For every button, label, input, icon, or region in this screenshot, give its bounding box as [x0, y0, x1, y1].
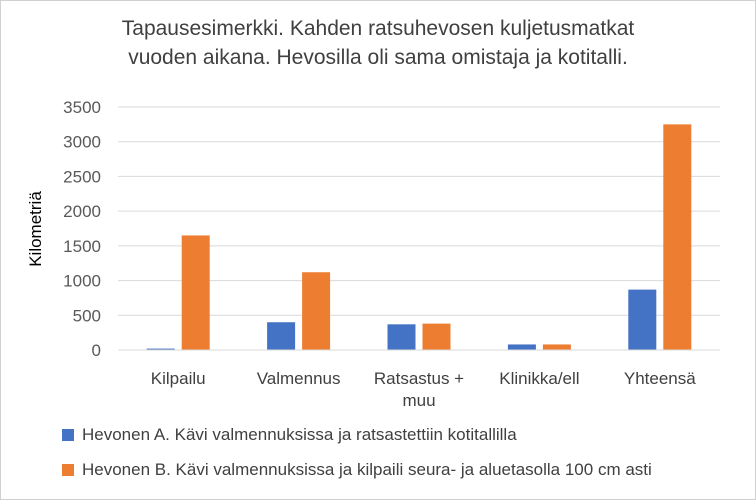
x-tick-label: Ratsastus + muu	[374, 369, 464, 410]
x-tick-label: Valmennus	[257, 369, 341, 388]
y-tick-label: 1500	[63, 237, 101, 256]
x-tick-label: Klinikka/ell	[499, 369, 579, 388]
y-tick-label: 500	[73, 306, 101, 325]
legend-label-series-b: Hevonen B. Kävi valmennuksissa ja kilpai…	[82, 460, 652, 479]
bar-series-a	[507, 344, 536, 350]
legend-item-series-b: Hevonen B. Kävi valmennuksissa ja kilpai…	[62, 459, 652, 481]
legend: Hevonen A. Kävi valmennuksissa ja ratsas…	[62, 424, 652, 494]
bar-series-b	[302, 272, 331, 350]
x-tick-label: Kilpailu	[151, 369, 206, 388]
y-tick-label: 1000	[63, 272, 101, 291]
legend-label-series-a: Hevonen A. Kävi valmennuksissa ja ratsas…	[82, 425, 517, 444]
bar-series-a	[628, 289, 657, 350]
bar-series-b	[663, 124, 692, 350]
x-tick-label: Yhteensä	[624, 369, 696, 388]
bar-series-b	[422, 323, 451, 350]
bar-series-a	[387, 324, 416, 350]
bar-series-b	[181, 235, 210, 350]
y-tick-label: 2000	[63, 202, 101, 221]
legend-item-series-a: Hevonen A. Kävi valmennuksissa ja ratsas…	[62, 424, 652, 446]
bar-series-a	[267, 322, 296, 350]
y-tick-label: 0	[92, 341, 101, 360]
y-tick-label: 3500	[63, 98, 101, 117]
chart-title: Tapausesimerkki. Kahden ratsuhevosen kul…	[121, 17, 635, 69]
y-tick-label: 3000	[63, 133, 101, 152]
legend-swatch-series-a	[62, 429, 74, 441]
bar-series-b	[542, 344, 571, 350]
bar-series-a	[146, 348, 175, 350]
legend-swatch-series-b	[62, 464, 74, 476]
y-tick-label: 2500	[63, 167, 101, 186]
